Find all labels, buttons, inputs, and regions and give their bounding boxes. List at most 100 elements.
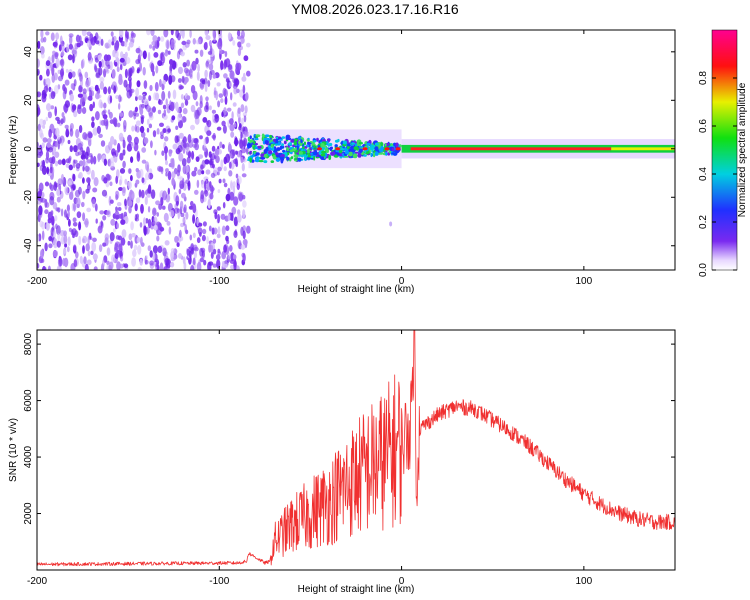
noise-cell [72, 222, 78, 227]
noise-cell [159, 122, 164, 128]
y-tick-label: 4000 [23, 445, 34, 468]
noise-cell [221, 111, 224, 118]
band-cell [363, 154, 367, 157]
band-cell [306, 144, 310, 148]
noise-cell [79, 255, 83, 264]
noise-cell [92, 253, 98, 261]
noise-cell [135, 168, 139, 173]
noise-cell [61, 43, 65, 52]
noise-cell [212, 263, 217, 268]
noise-cell [90, 90, 95, 97]
noise-cell [194, 166, 198, 172]
band-cell [285, 135, 290, 140]
band-cell [312, 151, 318, 156]
noise-cell [65, 163, 70, 168]
y-tick-label: -20 [23, 190, 34, 205]
noise-cell [114, 122, 118, 128]
band-cell [313, 145, 316, 149]
noise-cell [140, 189, 145, 199]
noise-cell [225, 193, 231, 202]
noise-cell [192, 38, 196, 45]
noise-cell [37, 200, 41, 205]
noise-cell [246, 225, 251, 234]
noise-cell [207, 80, 211, 87]
noise-cell [237, 213, 242, 223]
noise-cell [54, 106, 57, 117]
noise-cell [210, 251, 214, 259]
noise-cell [122, 139, 126, 149]
noise-cell [206, 136, 209, 144]
noise-cell [146, 127, 150, 133]
noise-cell [142, 50, 147, 60]
band-cell [254, 159, 260, 163]
noise-cell [169, 59, 174, 66]
noise-cell [225, 235, 229, 242]
noise-cell [60, 51, 65, 57]
band-cell [275, 154, 281, 158]
band-cell [290, 156, 294, 160]
noise-cell [191, 150, 195, 160]
band-cell [286, 156, 290, 161]
band-cell [275, 157, 281, 162]
noise-cell [111, 69, 116, 79]
band-cell [384, 143, 387, 147]
noise-cell [100, 140, 106, 147]
noise-cell [102, 242, 107, 247]
noise-cell [130, 156, 134, 164]
noise-cell [165, 98, 168, 106]
noise-cell [104, 86, 107, 95]
noise-cell [189, 30, 192, 38]
noise-cell [116, 122, 121, 128]
noise-cell [138, 95, 143, 101]
noise-cell [219, 141, 223, 149]
noise-cell [179, 180, 185, 190]
noise-cell [239, 123, 242, 128]
noise-cell [139, 168, 144, 179]
noise-cell [143, 225, 147, 236]
noise-cell [220, 60, 224, 71]
noise-cell [186, 156, 191, 164]
noise-cell [99, 210, 105, 215]
band-cell [268, 147, 272, 152]
noise-cell [46, 142, 52, 148]
noise-cell [143, 80, 148, 89]
noise-cell [240, 37, 245, 44]
noise-cell [47, 111, 52, 116]
noise-cell [213, 167, 219, 175]
noise-cell [68, 164, 74, 171]
noise-cell [118, 94, 122, 103]
noise-cell [160, 51, 165, 58]
noise-cell [237, 41, 242, 48]
noise-cell [181, 158, 187, 167]
band-cell [327, 144, 330, 147]
noise-cell [198, 38, 202, 45]
noise-cell [142, 94, 146, 100]
noise-cell [182, 107, 188, 115]
noise-cell [81, 201, 85, 208]
noise-cell [158, 166, 164, 173]
noise-cell [193, 138, 199, 144]
noise-cell [118, 103, 121, 110]
noise-cell [37, 92, 40, 97]
noise-cell [89, 86, 94, 91]
noise-cell [106, 264, 110, 270]
noise-cell [112, 49, 116, 58]
noise-cell [68, 227, 72, 232]
noise-cell [102, 259, 105, 268]
noise-cell [167, 187, 170, 195]
noise-cell [109, 119, 114, 124]
noise-cell [181, 75, 185, 84]
noise-cell [212, 74, 217, 79]
band-cell [254, 146, 258, 149]
noise-cell [82, 212, 86, 222]
colorbar-tick-label: 0.8 [698, 71, 709, 85]
hot-spot [395, 147, 401, 151]
band-cell [247, 142, 253, 148]
band-cell [281, 143, 284, 147]
noise-cell [240, 226, 244, 236]
noise-cell [118, 132, 124, 142]
noise-cell [227, 252, 231, 260]
band-cell [380, 142, 384, 147]
band-cell [321, 150, 327, 154]
noise-cell [224, 50, 228, 58]
